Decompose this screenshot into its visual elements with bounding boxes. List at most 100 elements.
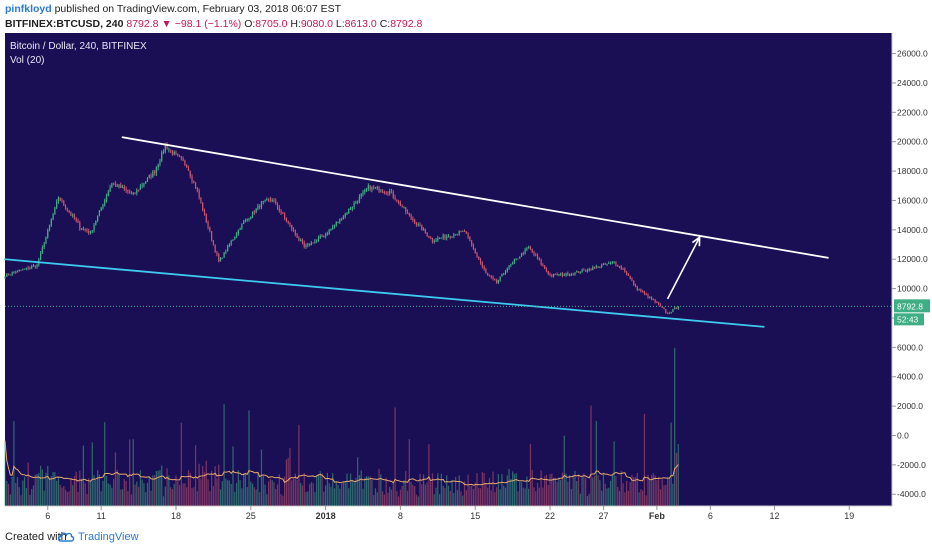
volume-bar bbox=[342, 482, 345, 506]
volume-bar bbox=[31, 488, 33, 506]
volume-bar bbox=[367, 476, 369, 506]
candle-body bbox=[335, 222, 337, 226]
tradingview-cloud-icon[interactable] bbox=[57, 529, 75, 543]
volume-bar bbox=[547, 485, 549, 506]
candle-body bbox=[511, 262, 514, 264]
candle-body bbox=[305, 245, 307, 247]
candle-body bbox=[519, 256, 521, 259]
candle-body bbox=[344, 213, 346, 217]
volume-bar bbox=[633, 477, 635, 506]
volume-bar bbox=[212, 486, 215, 506]
low-value: 8613.0 bbox=[344, 18, 377, 30]
volume-bar bbox=[152, 475, 154, 506]
candle-body bbox=[563, 274, 565, 276]
volume-bar bbox=[27, 462, 29, 506]
volume-bar bbox=[143, 483, 145, 506]
price-axis[interactable] bbox=[892, 33, 932, 506]
candle-body bbox=[22, 269, 24, 271]
candle-body bbox=[417, 224, 419, 226]
volume-bar bbox=[15, 482, 17, 506]
candle-body bbox=[351, 207, 353, 209]
volume-bar bbox=[79, 470, 81, 506]
volume-bar bbox=[399, 489, 402, 506]
candle-body bbox=[308, 243, 311, 246]
volume-bar bbox=[456, 490, 459, 506]
candle-body bbox=[341, 218, 343, 220]
y-tick-label: 20000.0 bbox=[897, 137, 928, 147]
candle-body bbox=[365, 188, 368, 190]
volume-bar bbox=[332, 473, 334, 506]
volume-bar bbox=[346, 473, 348, 506]
volume-bar bbox=[608, 487, 610, 506]
candle-body bbox=[652, 299, 654, 301]
candle-body bbox=[369, 185, 371, 190]
candle-body bbox=[576, 271, 578, 273]
candle-body bbox=[82, 228, 84, 230]
volume-bar bbox=[519, 481, 521, 506]
volume-bar bbox=[130, 494, 133, 506]
volume-bar bbox=[210, 470, 213, 506]
candle-body bbox=[200, 197, 202, 203]
volume-bar bbox=[371, 480, 373, 506]
price-chart[interactable]: 26000.0 24000.0 22000.0 20000.0 18000.0 16000… bbox=[0, 33, 932, 525]
candle-body bbox=[615, 261, 617, 265]
candle-body bbox=[433, 241, 435, 243]
candle-body bbox=[499, 276, 501, 281]
candle-body bbox=[105, 196, 108, 200]
candle-body bbox=[59, 197, 61, 201]
tradingview-link[interactable]: TradingView bbox=[78, 531, 139, 543]
volume-bar bbox=[593, 475, 596, 506]
candle-body bbox=[134, 192, 136, 194]
candle-body bbox=[180, 156, 182, 159]
candle-body bbox=[645, 293, 647, 295]
volume-bar bbox=[602, 472, 605, 506]
candle-body bbox=[303, 242, 305, 247]
volume-bar bbox=[273, 482, 275, 506]
candle-body bbox=[656, 302, 658, 304]
volume-bar bbox=[159, 470, 161, 506]
volume-bar bbox=[61, 487, 63, 506]
candle-body bbox=[16, 270, 19, 273]
candle-body bbox=[588, 268, 590, 271]
volume-bar bbox=[540, 470, 542, 506]
candle-body bbox=[6, 273, 8, 277]
volume-bar bbox=[230, 483, 232, 506]
candle-body bbox=[116, 184, 118, 187]
candle-body bbox=[478, 256, 480, 260]
author-link[interactable]: pinfkloyd bbox=[5, 3, 52, 15]
candle-body bbox=[273, 200, 275, 202]
candle-body bbox=[79, 222, 81, 229]
candle-body bbox=[492, 277, 494, 279]
volume-bar bbox=[650, 475, 653, 506]
volume-bar bbox=[647, 474, 649, 506]
volume-bar bbox=[244, 472, 247, 506]
volume-bar bbox=[568, 475, 571, 506]
volume-bar bbox=[276, 484, 279, 506]
candle-body bbox=[483, 266, 485, 270]
x-tick-label: 27 bbox=[598, 511, 608, 521]
volume-bar bbox=[166, 468, 168, 506]
candle-body bbox=[371, 186, 373, 190]
volume-bar bbox=[401, 485, 403, 506]
candle-body bbox=[73, 215, 76, 220]
volume-bar bbox=[109, 484, 111, 506]
candle-body bbox=[545, 268, 548, 272]
volume-bar bbox=[665, 484, 667, 506]
volume-bar bbox=[257, 473, 259, 506]
candle-body bbox=[93, 224, 95, 231]
volume-bar bbox=[462, 495, 464, 506]
candle-body bbox=[367, 185, 369, 189]
candle-body bbox=[581, 269, 583, 273]
volume-bar bbox=[675, 452, 678, 506]
candle-body bbox=[66, 208, 68, 211]
volume-bar bbox=[221, 481, 223, 506]
projection-arrow-shaft bbox=[666, 236, 701, 300]
plot-area[interactable] bbox=[5, 33, 892, 506]
candle-body bbox=[627, 274, 630, 276]
x-tick-label: Feb bbox=[649, 511, 666, 521]
volume-bar bbox=[193, 487, 195, 506]
candle-body bbox=[100, 207, 102, 211]
volume-bar bbox=[13, 421, 15, 506]
candle-body bbox=[173, 151, 175, 155]
volume-bar bbox=[321, 473, 323, 506]
